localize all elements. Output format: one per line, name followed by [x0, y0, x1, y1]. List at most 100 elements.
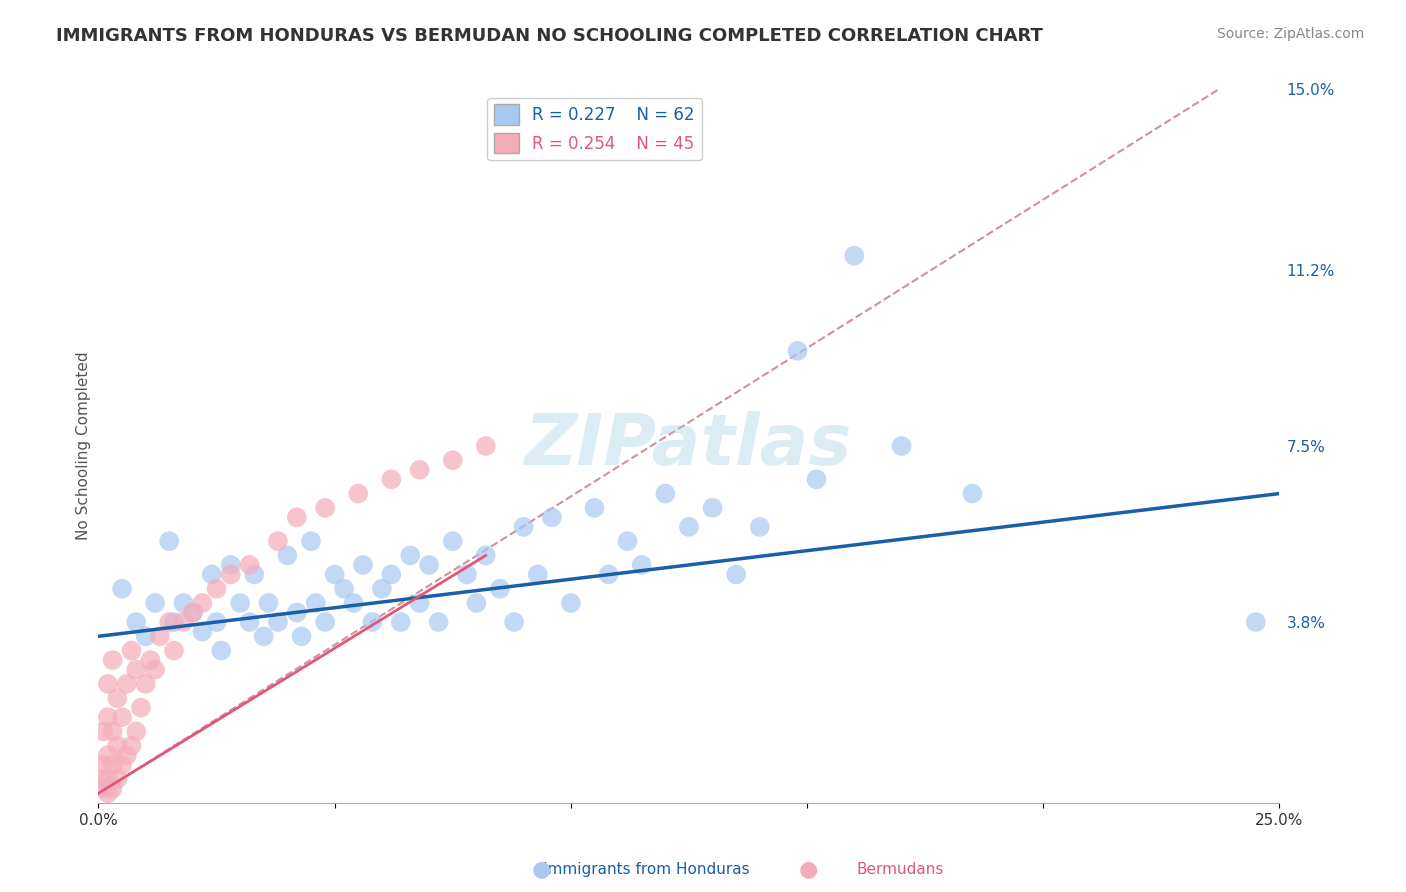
Point: [299, 534, 322, 549]
Point: [157, 534, 180, 549]
Point: [267, 534, 290, 549]
Point: [276, 549, 298, 563]
Point: [371, 582, 394, 596]
Point: [101, 757, 124, 772]
Point: [125, 663, 148, 677]
Point: [526, 567, 548, 582]
Point: [143, 663, 166, 677]
Point: [257, 596, 280, 610]
Point: [512, 520, 534, 534]
Point: [229, 596, 252, 610]
Point: [101, 653, 124, 667]
Point: [441, 534, 464, 549]
Point: [97, 772, 120, 786]
Point: [172, 615, 194, 629]
Point: [380, 472, 402, 486]
Point: [489, 582, 512, 596]
Point: [285, 606, 308, 620]
Point: [389, 615, 412, 629]
Point: [125, 724, 148, 739]
Point: [456, 567, 478, 582]
Y-axis label: No Schooling Completed: No Schooling Completed: [76, 351, 91, 541]
Point: [139, 653, 162, 667]
Text: Source: ZipAtlas.com: Source: ZipAtlas.com: [1216, 27, 1364, 41]
Point: [111, 757, 134, 772]
Point: [361, 615, 384, 629]
Point: [475, 549, 498, 563]
Point: [135, 677, 157, 691]
Point: [418, 558, 440, 572]
Point: [1244, 615, 1267, 629]
Point: [157, 615, 180, 629]
Point: [105, 739, 128, 753]
Point: [427, 615, 450, 629]
Point: [105, 772, 128, 786]
Point: [181, 606, 204, 620]
Point: [786, 343, 808, 358]
Point: [844, 249, 866, 263]
Point: [678, 520, 700, 534]
Point: [541, 510, 564, 524]
Point: [121, 643, 143, 657]
Point: [172, 596, 194, 610]
Point: [323, 567, 346, 582]
Point: [702, 500, 724, 515]
Point: [441, 453, 464, 467]
Text: IMMIGRANTS FROM HONDURAS VS BERMUDAN NO SCHOOLING COMPLETED CORRELATION CHART: IMMIGRANTS FROM HONDURAS VS BERMUDAN NO …: [56, 27, 1043, 45]
Point: [239, 615, 262, 629]
Point: [314, 500, 336, 515]
Point: [253, 629, 276, 643]
Point: [342, 596, 364, 610]
Point: [503, 615, 526, 629]
Point: [267, 615, 290, 629]
Point: [725, 567, 748, 582]
Point: [219, 558, 242, 572]
Point: [290, 629, 312, 643]
Point: [408, 596, 430, 610]
Point: [135, 629, 157, 643]
Point: [654, 486, 676, 500]
Point: [205, 582, 228, 596]
Point: [149, 629, 172, 643]
Point: [115, 748, 138, 763]
Point: [125, 615, 148, 629]
Point: [163, 615, 186, 629]
Point: [97, 786, 120, 800]
Text: ●: ●: [531, 860, 551, 880]
Point: [560, 596, 582, 610]
Point: [305, 596, 328, 610]
Point: [333, 582, 356, 596]
Text: ZIPatlas: ZIPatlas: [526, 411, 852, 481]
Point: [243, 567, 266, 582]
Point: [806, 472, 828, 486]
Point: [399, 549, 422, 563]
Point: [962, 486, 984, 500]
Point: [465, 596, 488, 610]
Point: [890, 439, 912, 453]
Point: [352, 558, 374, 572]
Point: [105, 691, 128, 706]
Point: [90, 772, 112, 786]
Point: [91, 724, 114, 739]
Text: ●: ●: [799, 860, 818, 880]
Point: [97, 748, 120, 763]
Point: [314, 615, 336, 629]
Point: [219, 567, 242, 582]
Point: [101, 724, 124, 739]
Point: [630, 558, 652, 572]
Point: [121, 739, 143, 753]
Point: [111, 710, 134, 724]
Text: Bermudans: Bermudans: [856, 863, 943, 877]
Point: [101, 781, 124, 796]
Point: [347, 486, 370, 500]
Legend: R = 0.227    N = 62, R = 0.254    N = 45: R = 0.227 N = 62, R = 0.254 N = 45: [488, 97, 702, 160]
Point: [111, 582, 134, 596]
Point: [163, 643, 186, 657]
Point: [115, 677, 138, 691]
Point: [191, 624, 214, 639]
Text: Immigrants from Honduras: Immigrants from Honduras: [544, 863, 749, 877]
Point: [209, 643, 232, 657]
Point: [97, 710, 120, 724]
Point: [408, 463, 430, 477]
Point: [181, 606, 204, 620]
